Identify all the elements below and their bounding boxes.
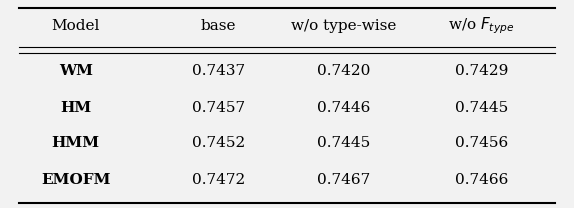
Text: WM: WM (59, 64, 92, 78)
Text: 0.7445: 0.7445 (317, 136, 371, 150)
Text: 0.7420: 0.7420 (317, 64, 371, 78)
Text: HM: HM (60, 101, 91, 115)
Text: base: base (201, 19, 236, 33)
Text: HMM: HMM (52, 136, 100, 150)
Text: 0.7429: 0.7429 (455, 64, 508, 78)
Text: 0.7452: 0.7452 (192, 136, 245, 150)
Text: 0.7467: 0.7467 (317, 173, 371, 187)
Text: 0.7466: 0.7466 (455, 173, 508, 187)
Text: 0.7456: 0.7456 (455, 136, 508, 150)
Text: 0.7457: 0.7457 (192, 101, 245, 115)
Text: 0.7437: 0.7437 (192, 64, 245, 78)
Text: 0.7472: 0.7472 (192, 173, 245, 187)
Text: EMOFM: EMOFM (41, 173, 110, 187)
Text: w/o $F_{type}$: w/o $F_{type}$ (448, 16, 514, 36)
Text: Model: Model (52, 19, 100, 33)
Text: w/o type-wise: w/o type-wise (292, 19, 397, 33)
Text: 0.7446: 0.7446 (317, 101, 371, 115)
Text: 0.7445: 0.7445 (455, 101, 508, 115)
